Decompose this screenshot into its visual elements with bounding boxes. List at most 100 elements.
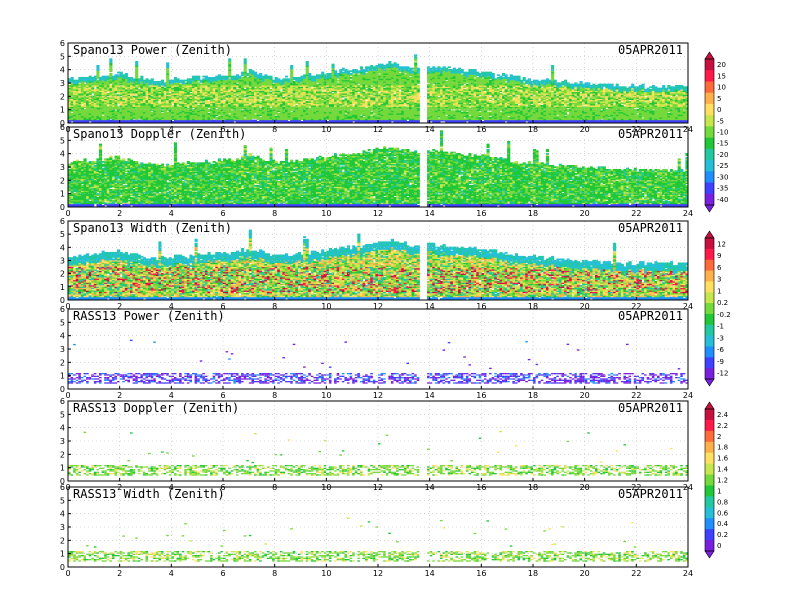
data-cell [166, 109, 170, 111]
data-cell [145, 103, 149, 106]
data-cell [70, 117, 74, 119]
data-cell [155, 103, 159, 106]
data-cell [176, 95, 180, 98]
data-cell [114, 107, 118, 110]
data-cell [119, 107, 123, 110]
data-cell [243, 74, 247, 77]
data-cell [251, 93, 255, 95]
data-cell [80, 89, 84, 91]
data-cell [166, 67, 170, 70]
data-cell [254, 107, 258, 110]
data-cell [75, 121, 79, 123]
data-cell [137, 103, 141, 106]
data-cell [104, 115, 108, 118]
data-cell [194, 87, 198, 90]
data-cell [150, 90, 154, 93]
data-cell [104, 98, 108, 101]
data-cell [171, 121, 175, 123]
data-cell [104, 90, 108, 93]
data-cell [217, 93, 221, 95]
data-cell [109, 94, 113, 97]
data-cell [204, 87, 208, 90]
data-cell [241, 121, 245, 123]
data-cell [142, 113, 146, 115]
data-cell [259, 103, 263, 106]
data-cell [106, 119, 110, 122]
data-cell [117, 78, 121, 81]
data-cell [254, 87, 258, 90]
data-cell [168, 95, 172, 98]
data-cell [204, 93, 208, 95]
data-cell [75, 97, 79, 99]
data-cell [223, 81, 227, 83]
data-cell [279, 103, 283, 106]
data-cell [233, 119, 237, 122]
data-cell [235, 101, 239, 103]
data-cell [80, 99, 84, 102]
data-cell [166, 85, 170, 87]
data-cell [199, 86, 203, 89]
data-cell [176, 99, 180, 102]
data-cell [246, 103, 250, 106]
data-cell [290, 105, 294, 107]
data-cell [248, 75, 252, 78]
data-cell [261, 81, 265, 83]
data-cell [130, 110, 134, 113]
data-cell [210, 98, 214, 101]
data-cell [127, 121, 131, 123]
data-cell [246, 90, 250, 93]
data-cell [272, 110, 276, 113]
data-cell [202, 115, 206, 118]
data-cell [251, 90, 255, 93]
data-cell [68, 119, 72, 122]
data-cell [111, 115, 115, 118]
data-cell [189, 113, 193, 115]
data-cell [78, 113, 82, 115]
data-cell [119, 79, 123, 82]
data-cell [212, 107, 216, 110]
data-cell [290, 82, 294, 85]
data-cell [83, 86, 87, 89]
data-cell [290, 91, 294, 94]
data-cell [117, 79, 121, 82]
data-cell [93, 117, 97, 119]
data-cell [246, 87, 250, 90]
data-cell [228, 111, 232, 114]
data-cell [204, 85, 208, 87]
data-cell [285, 107, 289, 110]
data-cell [277, 78, 281, 81]
data-cell [223, 97, 227, 99]
data-cell [220, 99, 224, 102]
data-cell [148, 87, 152, 90]
data-cell [282, 107, 286, 110]
data-cell [251, 94, 255, 97]
data-cell [119, 119, 123, 122]
data-cell [238, 93, 242, 95]
data-cell [217, 75, 221, 78]
data-cell [166, 119, 170, 122]
data-cell [148, 97, 152, 99]
data-cell [287, 98, 291, 101]
data-cell [212, 97, 216, 99]
data-cell [140, 111, 144, 114]
data-cell [176, 89, 180, 91]
data-cell [279, 105, 283, 107]
data-cell [282, 117, 286, 119]
data-cell [194, 103, 198, 106]
data-cell [248, 82, 252, 85]
data-cell [233, 115, 237, 118]
data-cell [135, 74, 139, 77]
data-cell [230, 75, 234, 78]
data-cell [75, 118, 79, 121]
data-cell [189, 118, 193, 121]
data-cell [266, 91, 270, 94]
data-cell [109, 66, 113, 69]
data-cell [223, 89, 227, 91]
data-cell [171, 86, 175, 89]
data-cell [202, 121, 206, 123]
data-cell [228, 87, 232, 90]
data-cell [274, 107, 278, 110]
data-cell [101, 87, 105, 90]
data-cell [279, 87, 283, 90]
data-cell [272, 86, 276, 89]
